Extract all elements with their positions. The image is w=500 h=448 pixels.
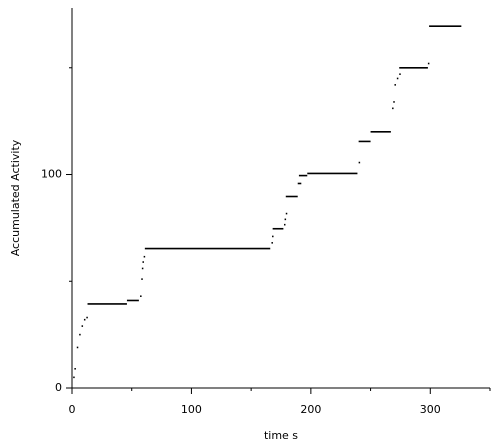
y-axis-label: Accumulated Activity bbox=[9, 139, 22, 256]
y-tick-label: 0 bbox=[55, 381, 62, 394]
x-tick-label: 0 bbox=[69, 403, 76, 416]
y-tick-label: 100 bbox=[41, 168, 62, 181]
x-tick-label: 100 bbox=[181, 403, 202, 416]
x-tick-label: 300 bbox=[420, 403, 441, 416]
x-tick-label: 200 bbox=[300, 403, 321, 416]
x-axis-label: time s bbox=[264, 429, 298, 442]
